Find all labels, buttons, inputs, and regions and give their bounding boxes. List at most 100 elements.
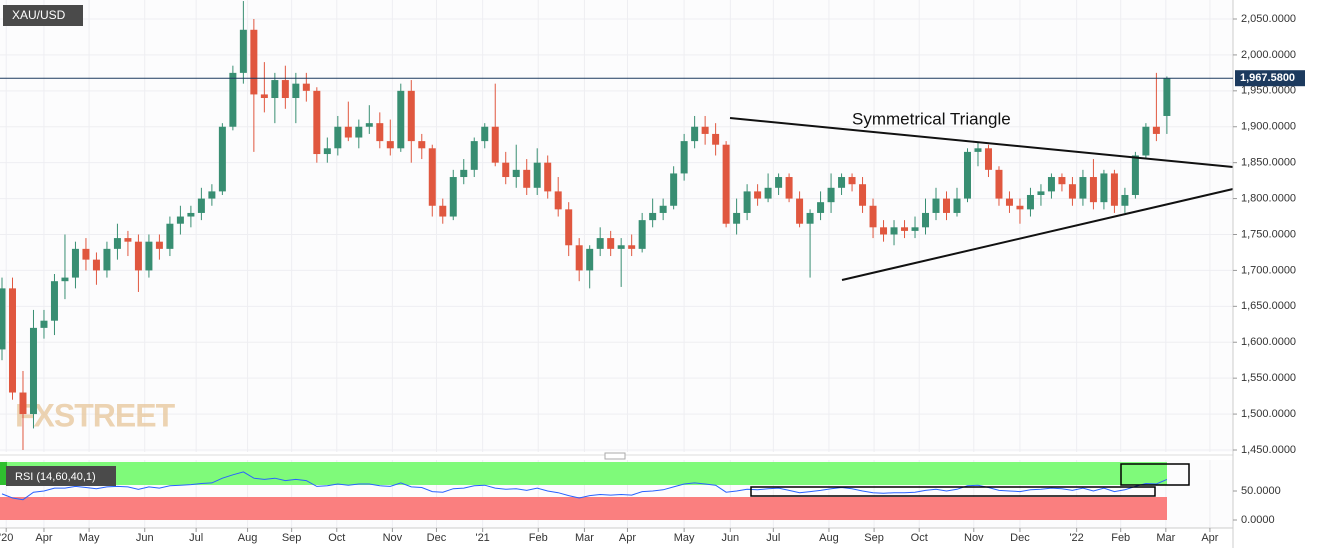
candle-body	[1121, 194, 1129, 206]
candle-body	[344, 126, 352, 138]
candle-body	[1026, 194, 1034, 210]
candle-body	[544, 162, 552, 192]
candle-body	[61, 277, 69, 282]
grid	[0, 0, 1233, 528]
candle-body	[187, 212, 195, 217]
candle-body	[670, 173, 678, 206]
candle-body	[1152, 126, 1160, 134]
y-tick-label: 1,900.0000	[1241, 121, 1296, 133]
candle-body	[523, 169, 531, 188]
candle-body	[71, 248, 79, 278]
candle-body	[533, 162, 541, 188]
candle-body	[260, 94, 268, 99]
candle-body	[19, 392, 27, 415]
symbol: XAU/USD	[12, 8, 66, 22]
rsi-label-box	[6, 466, 116, 486]
candle-body	[218, 126, 226, 192]
candle-body	[1037, 191, 1045, 195]
y-tick-label: 0.0000	[1241, 514, 1275, 526]
candle-body	[1079, 177, 1087, 199]
y-tick-label: 1,450.0000	[1241, 444, 1296, 456]
x-tick-label: Mar	[575, 532, 594, 544]
last-price-box	[1235, 70, 1305, 87]
candle-body	[302, 83, 310, 91]
candle-body	[1089, 177, 1097, 203]
y-tick-label: 2,050.0000	[1241, 13, 1296, 25]
x-tick-label: Aug	[238, 532, 258, 544]
candle-body	[460, 169, 468, 178]
candle-body	[995, 169, 1003, 199]
rsi-zone-edge	[0, 462, 7, 485]
candle-body	[817, 202, 825, 213]
candle-body	[712, 133, 720, 145]
candle-body	[0, 288, 6, 350]
y-tick-label: 1,950.0000	[1241, 85, 1296, 97]
candle-body	[554, 191, 562, 210]
candle-body	[134, 241, 142, 271]
candle-body	[827, 187, 835, 203]
candle-body	[481, 126, 489, 142]
pane-resize-handle[interactable]	[604, 452, 626, 460]
candle-body	[229, 72, 237, 127]
candle-body	[922, 212, 930, 228]
candle-body	[103, 248, 111, 271]
candle-body	[1142, 126, 1150, 156]
candle-body	[796, 198, 804, 224]
candle-body	[754, 191, 762, 199]
candle-body	[155, 241, 163, 249]
candle-body	[848, 177, 856, 185]
candle-body	[1047, 177, 1055, 192]
x-tick-label: Oct	[328, 532, 345, 544]
symbol-box	[3, 5, 83, 26]
x-tick-label: Nov	[964, 532, 984, 544]
candle-body	[292, 83, 300, 99]
candle-body	[691, 126, 699, 142]
x-tick-label: '20	[0, 532, 13, 544]
x-tick-label: Apr	[1201, 532, 1218, 544]
x-tick-label: Mar	[1156, 532, 1175, 544]
y-tick-label: 50.0000	[1241, 485, 1281, 497]
candle-body	[271, 80, 279, 99]
candle-body	[1068, 184, 1076, 199]
y-tick-label: 2,000.0000	[1241, 49, 1296, 61]
candle-body	[575, 245, 583, 271]
candle-body	[911, 227, 919, 231]
candle-body	[1016, 205, 1024, 210]
y-tick-label: 1,800.0000	[1241, 192, 1296, 204]
y-tick-label: 1,650.0000	[1241, 300, 1296, 312]
candle-body	[806, 212, 814, 224]
y-tick-label: 1,750.0000	[1241, 228, 1296, 240]
candle-body	[596, 238, 604, 249]
triangle-upper	[729, 117, 1234, 168]
candle-body	[869, 205, 877, 228]
candle-body	[1110, 173, 1118, 206]
rsi-box	[1120, 463, 1190, 486]
x-tick-label: May	[674, 532, 695, 544]
x-tick-label: Jul	[766, 532, 780, 544]
candle-body	[984, 148, 992, 170]
candle-body	[743, 191, 751, 213]
candle-body	[1058, 177, 1066, 185]
x-tick-label: '21	[475, 532, 489, 544]
candle-body	[365, 123, 373, 127]
candle-body	[901, 227, 909, 231]
candle-body	[8, 288, 16, 393]
candle-body	[764, 187, 772, 199]
candle-body	[124, 238, 132, 242]
candle-body	[838, 177, 846, 188]
price-pane	[0, 0, 1233, 452]
x-tick-label: Dec	[1010, 532, 1030, 544]
candle-body	[880, 227, 888, 235]
candle-body	[250, 29, 258, 95]
candle-body	[40, 320, 48, 328]
candle-body	[680, 141, 688, 174]
x-tick-label: Sep	[282, 532, 302, 544]
candle-body	[785, 177, 793, 199]
candle-body	[628, 245, 636, 249]
candle-body	[92, 259, 100, 271]
x-tick-label: Feb	[1111, 532, 1130, 544]
candle-body	[386, 141, 394, 149]
candle-body	[775, 177, 783, 188]
rsi-label: RSI (14,60,40,1)	[15, 471, 96, 483]
